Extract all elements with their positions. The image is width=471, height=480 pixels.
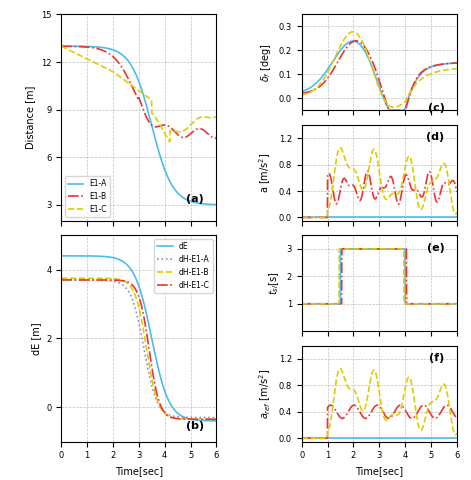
dH-E1-C — [86, 277, 91, 283]
E1-C — [98, 63, 104, 69]
dH-E1-B — [213, 416, 219, 422]
dH-E1-C — [58, 277, 64, 283]
E1-B — [58, 43, 64, 49]
E1-B — [213, 135, 219, 141]
E1-A — [175, 191, 181, 196]
E1-C — [162, 131, 168, 136]
dH-E1-B — [86, 276, 91, 281]
E1-C — [150, 111, 155, 117]
Line: E1-A: E1-A — [61, 46, 216, 204]
E1-C — [213, 114, 219, 120]
dH-E1-A — [58, 277, 64, 283]
Line: dE: dE — [61, 256, 216, 421]
E1-C — [129, 82, 134, 88]
dE — [58, 253, 64, 259]
Line: dH-E1-C: dH-E1-C — [61, 280, 216, 419]
dE — [98, 253, 104, 259]
E1-C — [176, 129, 181, 134]
dH-E1-C — [129, 281, 134, 287]
E1-A — [213, 202, 219, 207]
Legend: E1-A, E1-B, E1-C: E1-A, E1-B, E1-C — [65, 176, 110, 217]
dH-E1-B — [58, 276, 64, 281]
E1-B — [150, 123, 155, 129]
Y-axis label: Distance [m]: Distance [m] — [25, 86, 35, 149]
dE — [150, 340, 155, 346]
dH-E1-C — [175, 416, 181, 421]
dH-E1-B — [98, 276, 104, 281]
dH-E1-A — [150, 386, 155, 392]
E1-C — [167, 139, 172, 144]
Line: dH-E1-A: dH-E1-A — [61, 280, 216, 418]
dH-E1-A — [98, 277, 104, 283]
X-axis label: Time[sec]: Time[sec] — [355, 466, 403, 476]
E1-A — [129, 63, 134, 69]
Text: (a): (a) — [186, 194, 204, 204]
Text: (d): (d) — [426, 132, 445, 143]
dH-E1-C — [98, 277, 104, 283]
dE — [213, 418, 219, 424]
dH-E1-A — [162, 409, 168, 415]
E1-B — [86, 44, 91, 50]
Y-axis label: $a_{ref}$ [m/s$^2$]: $a_{ref}$ [m/s$^2$] — [258, 369, 273, 419]
dE — [162, 388, 168, 394]
dH-E1-B — [150, 380, 155, 386]
dH-E1-B — [175, 416, 181, 421]
Y-axis label: $t_{sl}$[s]: $t_{sl}$[s] — [267, 272, 281, 295]
Text: (b): (b) — [186, 421, 204, 431]
X-axis label: Time[sec]: Time[sec] — [115, 466, 163, 476]
dH-E1-C — [213, 416, 219, 422]
dH-E1-A — [175, 414, 181, 420]
E1-B — [213, 135, 219, 141]
E1-A — [150, 126, 155, 132]
Legend: dE, dH-E1-A, dH-E1-B, dH-E1-C: dE, dH-E1-A, dH-E1-B, dH-E1-C — [154, 239, 212, 293]
E1-A — [86, 44, 91, 49]
dE — [175, 410, 181, 416]
Y-axis label: dE [m]: dE [m] — [31, 322, 41, 355]
Text: (e): (e) — [427, 243, 445, 253]
E1-B — [98, 47, 104, 53]
dE — [86, 253, 91, 259]
dH-E1-C — [150, 370, 155, 375]
Line: E1-B: E1-B — [61, 46, 216, 138]
E1-C — [58, 43, 64, 49]
E1-B — [129, 82, 134, 88]
E1-A — [162, 167, 168, 173]
E1-B — [162, 122, 168, 128]
dH-E1-A — [129, 294, 134, 300]
dH-E1-B — [162, 411, 168, 417]
Line: dH-E1-B: dH-E1-B — [61, 278, 216, 419]
E1-A — [58, 43, 64, 49]
Y-axis label: $\delta_f$ [deg]: $\delta_f$ [deg] — [259, 43, 273, 82]
dH-E1-C — [162, 410, 168, 416]
dH-E1-A — [86, 277, 91, 283]
dH-E1-B — [129, 285, 134, 290]
dE — [129, 267, 134, 273]
dH-E1-A — [213, 415, 219, 420]
E1-A — [98, 45, 104, 50]
Line: E1-C: E1-C — [61, 46, 216, 142]
Y-axis label: a [m/s$^2$]: a [m/s$^2$] — [258, 153, 273, 193]
E1-B — [175, 132, 181, 138]
E1-C — [86, 57, 91, 62]
Text: (c): (c) — [428, 103, 445, 113]
Text: (f): (f) — [429, 353, 445, 363]
